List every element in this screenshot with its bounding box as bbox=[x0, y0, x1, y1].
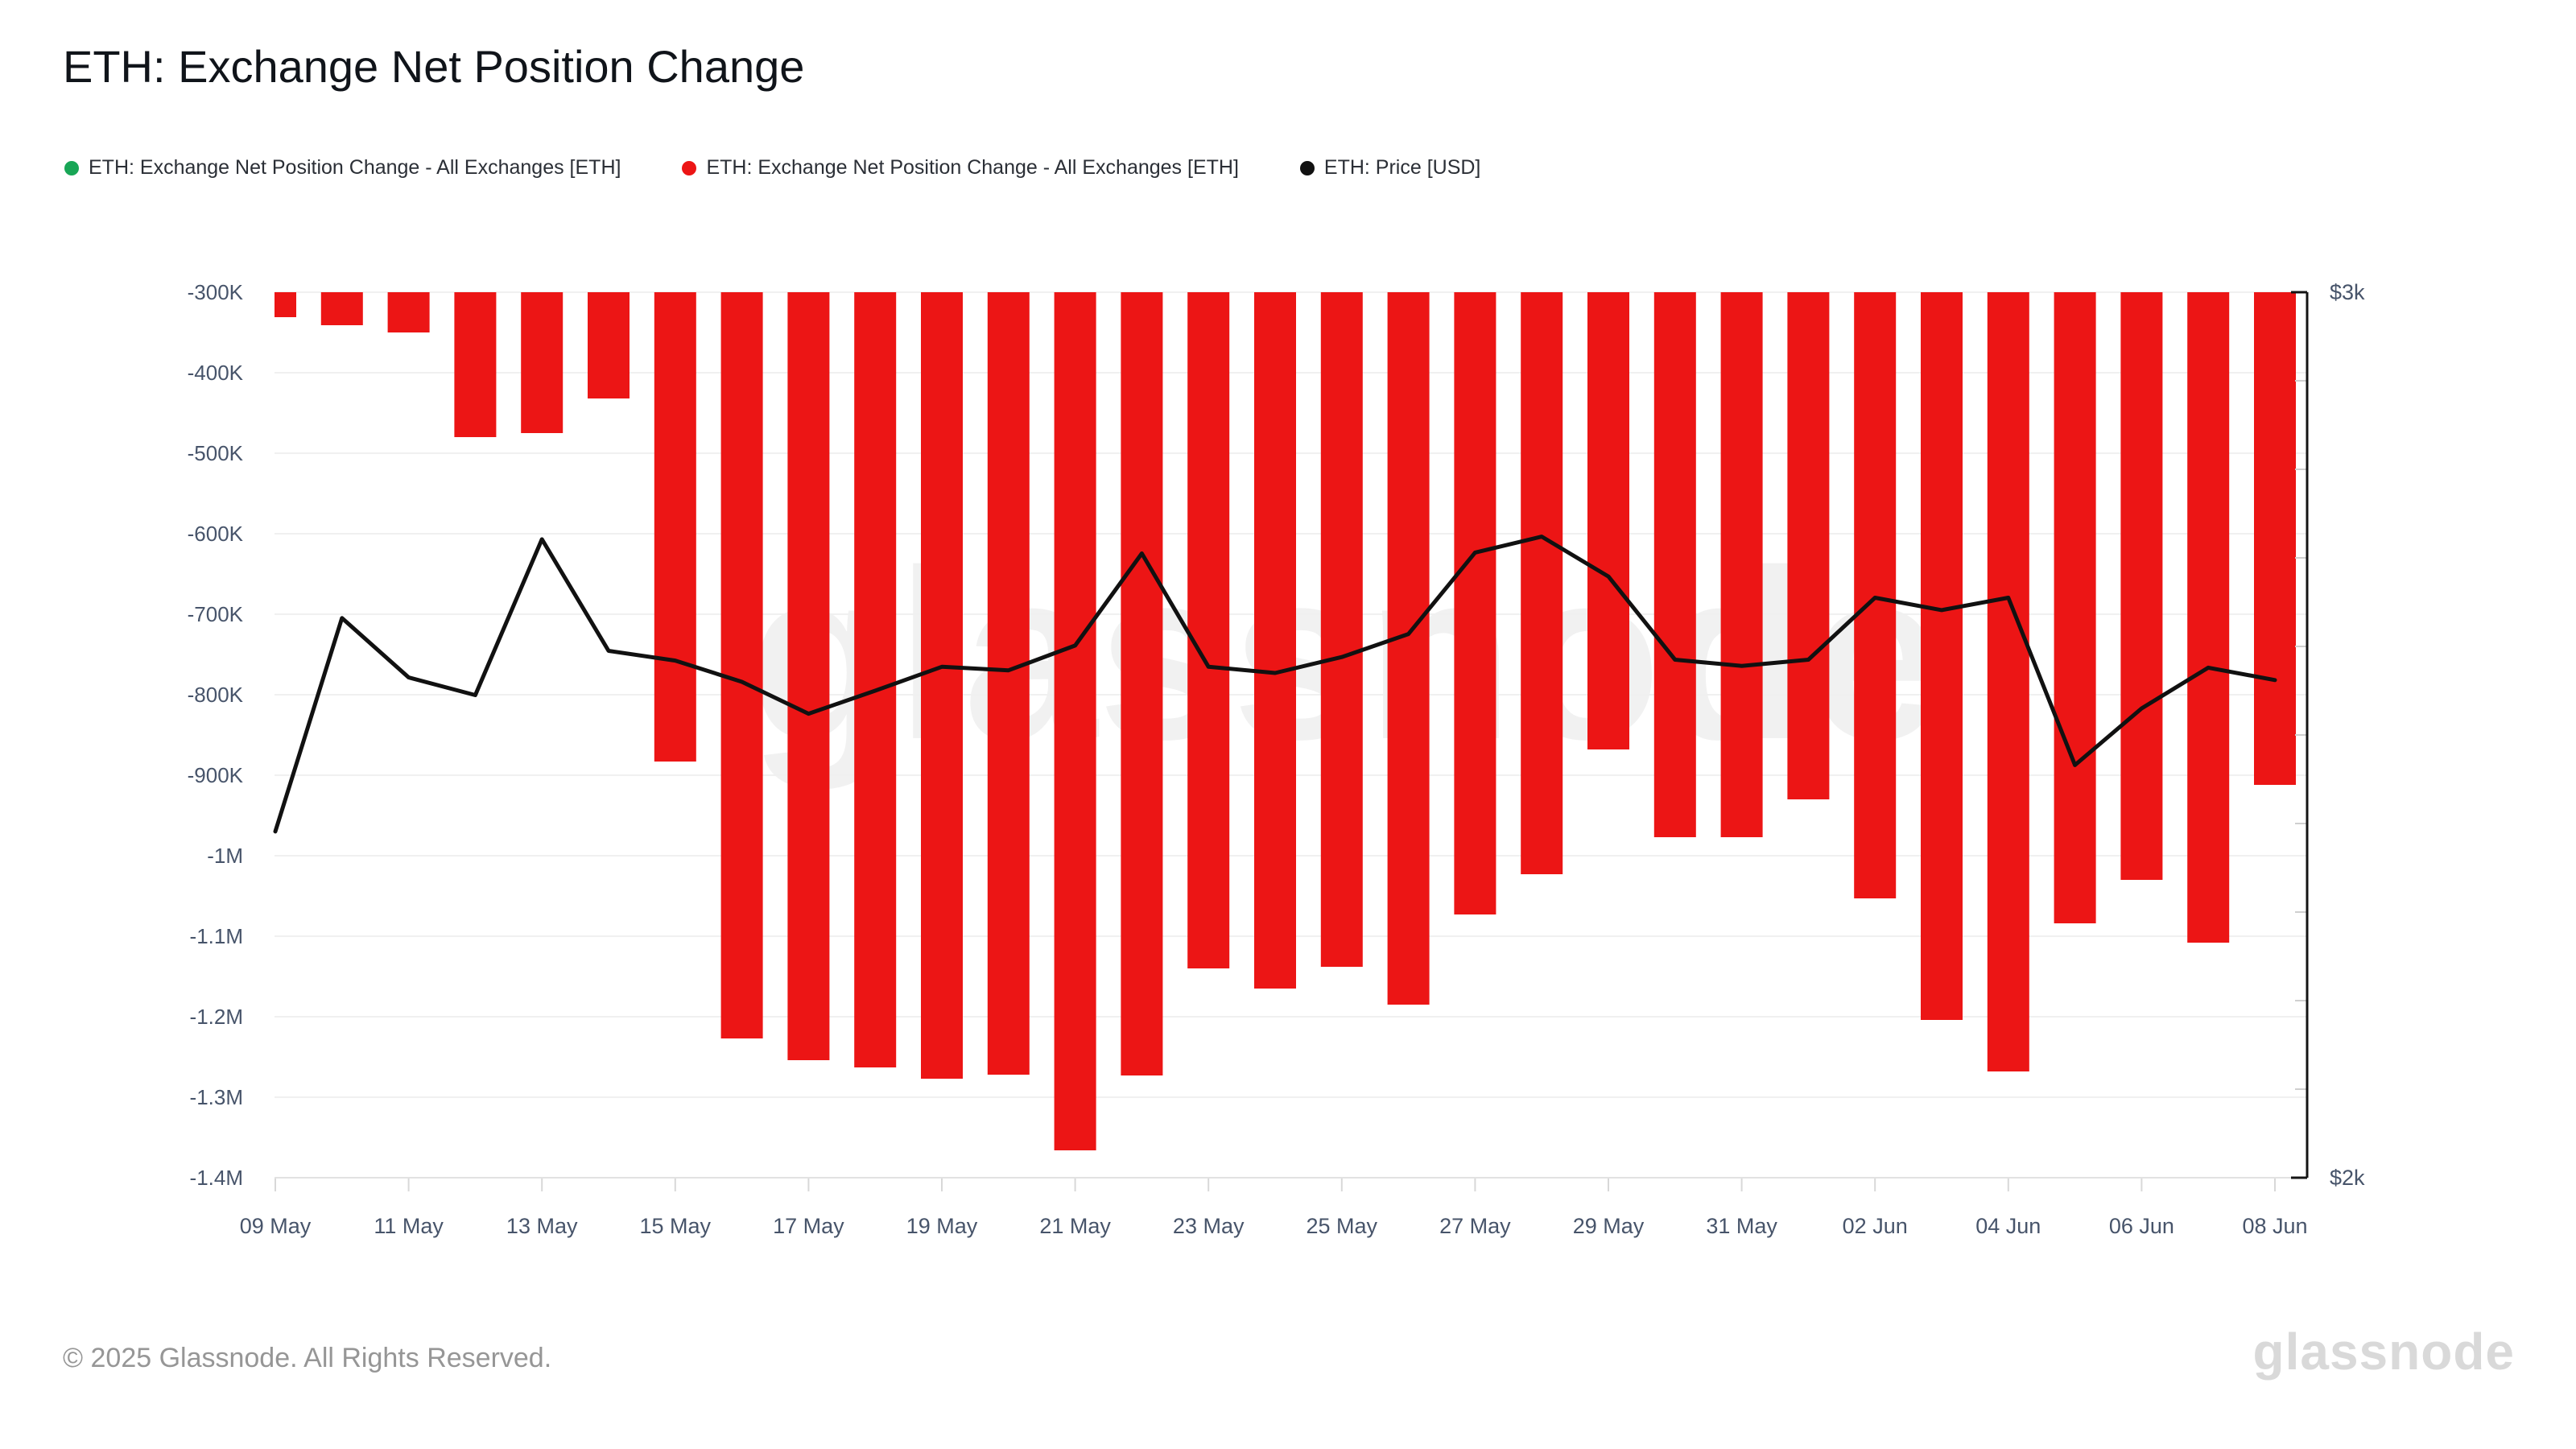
x-axis-tick-label: 21 May bbox=[1039, 1214, 1111, 1238]
bar-29-May[interactable] bbox=[1587, 292, 1629, 749]
bar-20-May[interactable] bbox=[987, 292, 1030, 1075]
x-axis-tick-label: 31 May bbox=[1706, 1214, 1777, 1238]
page-title: ETH: Exchange Net Position Change bbox=[63, 41, 805, 92]
x-axis-tick-label: 25 May bbox=[1307, 1214, 1378, 1238]
bar-08-Jun[interactable] bbox=[2254, 292, 2296, 785]
x-axis-tick-label: 11 May bbox=[374, 1214, 444, 1238]
bars-series bbox=[254, 292, 2296, 1150]
red-dot-icon bbox=[682, 160, 697, 175]
bar-30-May[interactable] bbox=[1653, 292, 1696, 837]
bar-05-Jun[interactable] bbox=[2054, 292, 2096, 923]
x-axis-tick-label: 09 May bbox=[240, 1214, 312, 1238]
bar-02-Jun[interactable] bbox=[1854, 292, 1897, 898]
y-axis-left-tick-label: -700K bbox=[188, 602, 244, 626]
black-dot-icon bbox=[1299, 160, 1315, 175]
bar-14-May[interactable] bbox=[588, 292, 630, 398]
bar-21-May[interactable] bbox=[1054, 292, 1096, 1150]
copyright-text: © 2025 Glassnode. All Rights Reserved. bbox=[63, 1343, 552, 1373]
y-axis-left-tick-label: -300K bbox=[188, 280, 244, 304]
price-line[interactable] bbox=[273, 535, 2277, 834]
legend-item-label: ETH: Price [USD] bbox=[1323, 156, 1481, 179]
bar-10-May[interactable] bbox=[320, 292, 363, 325]
x-axis-tick-label: 29 May bbox=[1573, 1214, 1645, 1238]
glassnode-logo: glassnode bbox=[2252, 1323, 2515, 1381]
bar-03-Jun[interactable] bbox=[1921, 292, 1963, 1020]
y-axis-left-tick-label: -500K bbox=[188, 441, 244, 465]
bar-24-May[interactable] bbox=[1254, 292, 1296, 989]
bar-13-May[interactable] bbox=[521, 292, 564, 433]
y-axis-right-tick-label: $3k bbox=[2330, 280, 2365, 304]
x-axis-tick-label: 23 May bbox=[1173, 1214, 1245, 1238]
bar-04-Jun[interactable] bbox=[1987, 292, 2029, 1071]
legend-item-label: ETH: Exchange Net Position Change - All … bbox=[706, 156, 1239, 179]
y-axis-left-tick-label: -400K bbox=[188, 361, 244, 385]
y-axis-left-tick-label: -1M bbox=[207, 844, 243, 868]
x-axis-tick-label: 04 Jun bbox=[1975, 1214, 2041, 1238]
y-axis-left-tick-label: -1.3M bbox=[190, 1085, 243, 1109]
x-axis-tick-label: 13 May bbox=[506, 1214, 578, 1238]
x-axis-tick-label: 06 Jun bbox=[2109, 1214, 2174, 1238]
legend-item-label: ETH: Exchange Net Position Change - All … bbox=[89, 156, 621, 179]
legend-item-price[interactable]: ETH: Price [USD] bbox=[1299, 156, 1481, 180]
bar-17-May[interactable] bbox=[787, 292, 830, 1060]
legend-item-net-position-red[interactable]: ETH: Exchange Net Position Change - All … bbox=[682, 156, 1239, 180]
bar-23-May[interactable] bbox=[1187, 292, 1230, 968]
chart-legend: ETH: Exchange Net Position Change - All … bbox=[64, 156, 1542, 180]
bar-27-May[interactable] bbox=[1454, 292, 1496, 914]
bar-22-May[interactable] bbox=[1121, 292, 1163, 1075]
green-dot-icon bbox=[64, 160, 79, 175]
bar-26-May[interactable] bbox=[1387, 292, 1430, 1005]
bar-12-May[interactable] bbox=[454, 292, 497, 437]
x-axis-tick-label: 19 May bbox=[906, 1214, 978, 1238]
bar-25-May[interactable] bbox=[1320, 292, 1363, 967]
y-axis-left-tick-label: -1.1M bbox=[190, 924, 243, 948]
bar-01-Jun[interactable] bbox=[1787, 292, 1830, 799]
bar-11-May[interactable] bbox=[387, 292, 430, 332]
bar-07-Jun[interactable] bbox=[2187, 292, 2230, 943]
x-axis-tick-label: 08 Jun bbox=[2242, 1214, 2307, 1238]
bar-19-May[interactable] bbox=[921, 292, 963, 1079]
bar-06-Jun[interactable] bbox=[2120, 292, 2163, 880]
y-axis-left-tick-label: -900K bbox=[188, 763, 244, 787]
bar-18-May[interactable] bbox=[854, 292, 897, 1067]
y-axis-left-tick-label: -600K bbox=[188, 522, 244, 546]
bar-16-May[interactable] bbox=[720, 292, 763, 1038]
x-axis-tick-label: 27 May bbox=[1439, 1214, 1511, 1238]
y-axis-right-tick-label: $2k bbox=[2330, 1166, 2365, 1190]
bar-31-May[interactable] bbox=[1720, 292, 1763, 837]
bar-28-May[interactable] bbox=[1521, 292, 1563, 874]
x-axis-tick-label: 15 May bbox=[640, 1214, 712, 1238]
y-axis-left-tick-label: -1.2M bbox=[190, 1005, 243, 1029]
y-axis-left-tick-label: -1.4M bbox=[190, 1166, 243, 1190]
bar-15-May[interactable] bbox=[654, 292, 696, 762]
y-axis-left-tick-label: -800K bbox=[188, 683, 244, 707]
bar-09-May[interactable] bbox=[254, 292, 296, 317]
legend-item-net-position-green[interactable]: ETH: Exchange Net Position Change - All … bbox=[64, 156, 621, 180]
x-axis-tick-label: 17 May bbox=[773, 1214, 844, 1238]
x-axis-tick-label: 02 Jun bbox=[1843, 1214, 1908, 1238]
